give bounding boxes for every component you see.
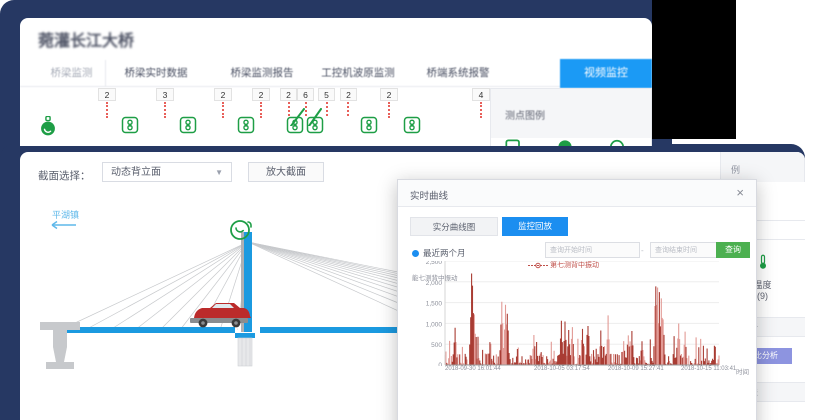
svg-text:1,000: 1,000	[426, 321, 443, 328]
svg-text:2,500: 2,500	[426, 261, 443, 266]
svg-text:2,000: 2,000	[426, 280, 443, 287]
svg-text:500: 500	[431, 342, 442, 349]
svg-text:1,500: 1,500	[426, 301, 443, 308]
